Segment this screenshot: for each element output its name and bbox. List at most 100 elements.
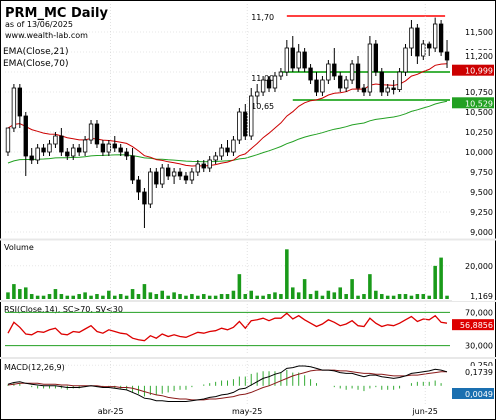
macd-last-tag-bg	[452, 366, 494, 377]
volume-bar	[368, 274, 372, 299]
candle-body	[427, 43, 432, 49]
volume-tick-label: 20,000	[465, 262, 493, 271]
candle-body	[415, 27, 420, 57]
volume-bar	[290, 287, 295, 299]
volume-bar	[201, 294, 206, 299]
candle-body	[361, 87, 367, 93]
volume-bar	[136, 294, 141, 299]
candle-body	[11, 87, 17, 129]
candle-body	[349, 63, 355, 81]
rsi-last-tag-bg	[452, 319, 494, 331]
date-axis: abr-25 may-25 jun-25	[98, 4, 438, 416]
ema70-value-tag-bg	[452, 97, 494, 109]
candle-body	[41, 147, 46, 153]
candle-body	[243, 111, 248, 137]
ema21-value-tag-bg	[452, 64, 494, 76]
price-tick-label: 9,750	[470, 168, 493, 177]
volume-bar	[178, 294, 182, 299]
candle-body	[160, 167, 165, 185]
candle-body	[29, 155, 34, 161]
volume-bar	[320, 295, 325, 299]
volume-bar	[71, 295, 76, 299]
candle-body	[154, 171, 159, 185]
volume-bar	[285, 249, 289, 299]
volume-bar	[362, 294, 366, 299]
volume-bar	[296, 292, 301, 299]
volume-bar	[118, 294, 123, 299]
ema21-legend: EMA(Close,21)	[3, 47, 68, 57]
candle-body	[88, 123, 94, 141]
volume-bar	[326, 290, 331, 299]
macd-signal-tag: 0,0049	[465, 390, 493, 399]
candle-body	[332, 63, 337, 77]
candle-body	[130, 155, 135, 181]
volume-bar	[112, 295, 117, 299]
candle-body	[148, 171, 153, 205]
macd-line	[7, 365, 448, 402]
volume-pane: Volume 20,000 1,169	[4, 243, 494, 301]
candle-body	[409, 27, 414, 49]
candle-body	[17, 87, 23, 117]
candle-body	[5, 127, 11, 153]
pane-divider	[0, 300, 496, 302]
candle-body	[438, 23, 444, 53]
volume-bar	[124, 295, 129, 299]
candle-body	[373, 43, 379, 73]
ema70-line	[7, 100, 448, 164]
candle-body	[219, 147, 224, 157]
last-price-tag: 11,200	[465, 52, 493, 61]
candle-body	[171, 171, 177, 177]
ema70-legend: EMA(Close,70)	[3, 59, 68, 69]
volume-bar	[213, 295, 218, 299]
price-pane: 11,50011,25011,00010,75010,50010,25010,0…	[5, 13, 494, 237]
candle-body	[183, 175, 189, 181]
candle-body	[397, 71, 402, 91]
rsi-pane: RSI(Close,14), SC>70, SV<30 70,000 30,000 5…	[4, 305, 494, 351]
candle-body	[379, 71, 384, 93]
candle-body	[213, 155, 218, 161]
volume-bar	[243, 294, 248, 299]
candle-body	[76, 147, 82, 153]
volume-last-tag-bg	[452, 290, 494, 301]
date-tick-label: jun-25	[411, 407, 437, 416]
candle-body	[367, 43, 373, 93]
volume-bar	[18, 289, 22, 299]
candle-body	[284, 47, 290, 73]
volume-bar	[344, 294, 348, 299]
macd-title: MACD(12,26,9)	[4, 363, 65, 372]
candle-body	[118, 147, 123, 153]
candle-body	[314, 79, 319, 93]
pane-divider	[0, 238, 496, 241]
candle-body	[249, 95, 254, 137]
macd-signal-line	[7, 369, 447, 401]
volume-bar	[279, 294, 283, 299]
volume-bar	[77, 294, 81, 299]
volume-bar	[207, 295, 212, 299]
volume-bar	[184, 295, 188, 299]
price-tick-label: 10,500	[465, 108, 493, 117]
volume-bar	[332, 292, 337, 299]
price-level-label: 10,65	[251, 102, 274, 111]
volume-bar	[89, 295, 93, 299]
volume-bar	[23, 287, 28, 299]
volume-bar	[225, 294, 230, 299]
candle-body	[82, 139, 88, 153]
candle-body	[65, 151, 70, 157]
volume-bar	[219, 294, 224, 299]
candle-body	[201, 163, 206, 169]
volume-bar	[35, 295, 40, 299]
candle-body	[112, 143, 117, 149]
volume-bar	[433, 265, 437, 299]
date-tick-label: may-25	[232, 407, 262, 416]
candle-body	[296, 51, 301, 69]
price-tick-label: 9,250	[470, 208, 493, 217]
candle-body	[165, 167, 171, 177]
date-tick-label: abr-25	[98, 407, 124, 416]
candle-body	[355, 63, 361, 89]
volume-bar	[130, 289, 135, 299]
volume-bar	[439, 257, 443, 299]
ema21-line	[7, 63, 448, 167]
volume-bar	[231, 290, 236, 299]
candle-body	[432, 23, 438, 49]
